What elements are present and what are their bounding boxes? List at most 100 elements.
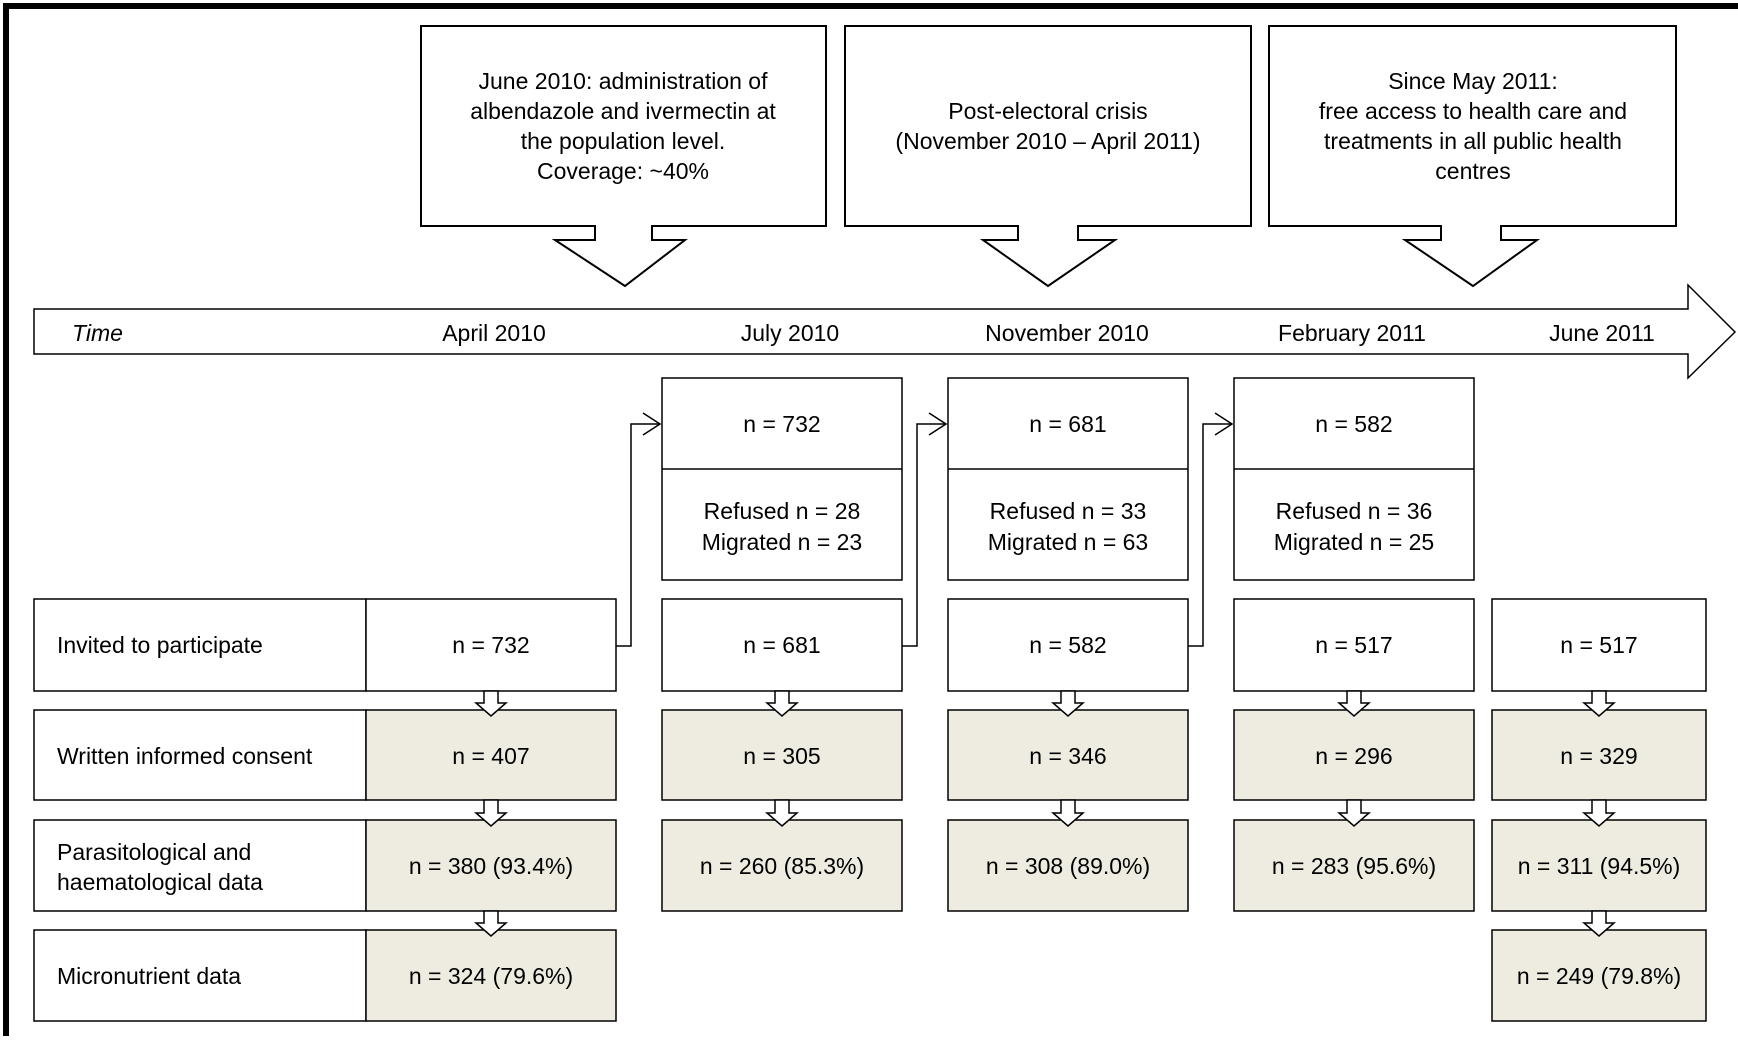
- connector-line: [902, 423, 946, 647]
- parasito-count: n = 311 (94.5%): [1518, 853, 1681, 879]
- connector-head: [928, 412, 948, 436]
- callout-text-line: free access to health care and: [1319, 98, 1627, 124]
- connector-line: [1188, 423, 1232, 647]
- connector-arrow: [1188, 412, 1234, 647]
- row-labels: Invited to participate Written informed …: [33, 598, 367, 1022]
- callout-text-line: treatments in all public health: [1324, 128, 1622, 154]
- follow-up-frame: [661, 377, 903, 581]
- follow-up-refused: Refused n = 33: [990, 498, 1147, 524]
- down-arrow-icon: [1050, 799, 1086, 827]
- row-label-parasito: haematological data: [57, 869, 263, 895]
- parasito-count: n = 308 (89.0%): [986, 853, 1150, 879]
- invited-box: [661, 598, 903, 692]
- callout-free-access: Since May 2011: free access to health ca…: [1268, 25, 1677, 288]
- parasito-box: [1233, 819, 1475, 912]
- parasito-box: [661, 819, 903, 912]
- consent-box: [365, 709, 617, 801]
- follow-up-refused: Refused n = 36: [1276, 498, 1433, 524]
- down-arrow-icon: [1336, 690, 1372, 717]
- invited-count: n = 582: [1029, 632, 1106, 658]
- timeline-label: Time: [72, 320, 123, 346]
- down-arrow-icon: [1581, 799, 1617, 827]
- consent-count: n = 329: [1560, 743, 1637, 769]
- row-label-parasito: Parasitological and: [57, 839, 251, 865]
- timeline-point: July 2010: [741, 320, 839, 346]
- column-june-2011: n = 517 n = 329 n = 311 (94.5%) n = 249 …: [1491, 598, 1707, 1022]
- callout-mass-treatment: June 2010: administration of albendazole…: [420, 25, 827, 288]
- parasito-box: [365, 819, 617, 912]
- connector-head: [1214, 412, 1234, 436]
- callout-text-line: June 2010: administration of: [479, 68, 769, 94]
- invited-count: n = 517: [1560, 632, 1637, 658]
- follow-up-count: n = 681: [1029, 411, 1106, 437]
- callout-shape: [1268, 25, 1677, 288]
- outer-frame: [3, 3, 1738, 1041]
- consent-count: n = 296: [1315, 743, 1392, 769]
- consent-count: n = 346: [1029, 743, 1106, 769]
- connector-line: [616, 423, 660, 647]
- micronutrient-count: n = 324 (79.6%): [409, 963, 573, 989]
- follow-up-migrated: Migrated n = 25: [1274, 529, 1434, 555]
- row-label-consent: Written informed consent: [57, 743, 313, 769]
- connector-arrow: [902, 412, 948, 647]
- callout-shape: [420, 25, 827, 288]
- parasito-count: n = 283 (95.6%): [1272, 853, 1436, 879]
- follow-up-box: n = 582 Refused n = 36 Migrated n = 25: [1233, 377, 1475, 581]
- down-arrow-icon: [1581, 690, 1617, 717]
- parasito-count: n = 380 (93.4%): [409, 853, 573, 879]
- timeline-point: February 2011: [1278, 320, 1426, 346]
- consent-box: [661, 709, 903, 801]
- consent-box: [1491, 709, 1707, 801]
- column-april-2010: n = 732 n = 407 n = 380 (93.4%) n = 324 …: [365, 598, 617, 1022]
- follow-up-box: n = 732 Refused n = 28 Migrated n = 23: [661, 377, 903, 581]
- invited-box: [1491, 598, 1707, 692]
- row-label-invited: Invited to participate: [57, 632, 263, 658]
- timeline: Time April 2010 July 2010 November 2010 …: [33, 283, 1737, 380]
- row-label-box: [33, 819, 367, 912]
- connector-arrow: [616, 412, 662, 647]
- consent-box: [947, 709, 1189, 801]
- connector-head: [642, 412, 662, 436]
- down-arrow-icon: [1581, 910, 1617, 937]
- invited-count: n = 732: [452, 632, 529, 658]
- callout-text-line: centres: [1435, 158, 1510, 184]
- follow-up-refused: Refused n = 28: [704, 498, 861, 524]
- invited-count: n = 517: [1315, 632, 1392, 658]
- column-july-2010: n = 681 n = 305 n = 260 (85.3%): [661, 598, 903, 912]
- column-february-2011: n = 517 n = 296 n = 283 (95.6%): [1233, 598, 1475, 912]
- down-arrow-icon: [473, 799, 509, 827]
- row-label-micronutrient: Micronutrient data: [57, 963, 241, 989]
- timeline-point: November 2010: [985, 320, 1149, 346]
- down-arrow-icon: [1336, 799, 1372, 827]
- follow-up-frame: [1233, 377, 1475, 581]
- row-label-box: [33, 598, 367, 692]
- row-label-box: [33, 929, 367, 1022]
- micronutrient-box: [365, 929, 617, 1022]
- row-label-box: [33, 709, 367, 801]
- callout-text-line: (November 2010 – April 2011): [895, 128, 1200, 154]
- callout-text-line: Post-electoral crisis: [948, 98, 1147, 124]
- callout-text-line: Since May 2011:: [1388, 68, 1558, 94]
- follow-up-migrated: Migrated n = 23: [702, 529, 862, 555]
- timeline-arrow: [33, 283, 1737, 380]
- consent-box: [1233, 709, 1475, 801]
- parasito-box: [1491, 819, 1707, 912]
- follow-up-frame: [947, 377, 1189, 581]
- follow-up-count: n = 582: [1315, 411, 1392, 437]
- micronutrient-box: [1491, 929, 1707, 1022]
- callout-text-line: Coverage: ~40%: [537, 158, 709, 184]
- follow-up-migrated: Migrated n = 63: [988, 529, 1148, 555]
- follow-up-box: n = 681 Refused n = 33 Migrated n = 63: [947, 377, 1189, 581]
- down-arrow-icon: [764, 799, 800, 827]
- follow-up-count: n = 732: [743, 411, 820, 437]
- invited-box: [1233, 598, 1475, 692]
- callout-crisis: Post-electoral crisis (November 2010 – A…: [844, 25, 1252, 288]
- parasito-count: n = 260 (85.3%): [700, 853, 864, 879]
- callout-text-line: the population level.: [521, 128, 726, 154]
- callout-text-line: albendazole and ivermectin at: [470, 98, 776, 124]
- timeline-point: June 2011: [1549, 320, 1655, 346]
- timeline-point: April 2010: [442, 320, 546, 346]
- invited-box: [365, 598, 617, 692]
